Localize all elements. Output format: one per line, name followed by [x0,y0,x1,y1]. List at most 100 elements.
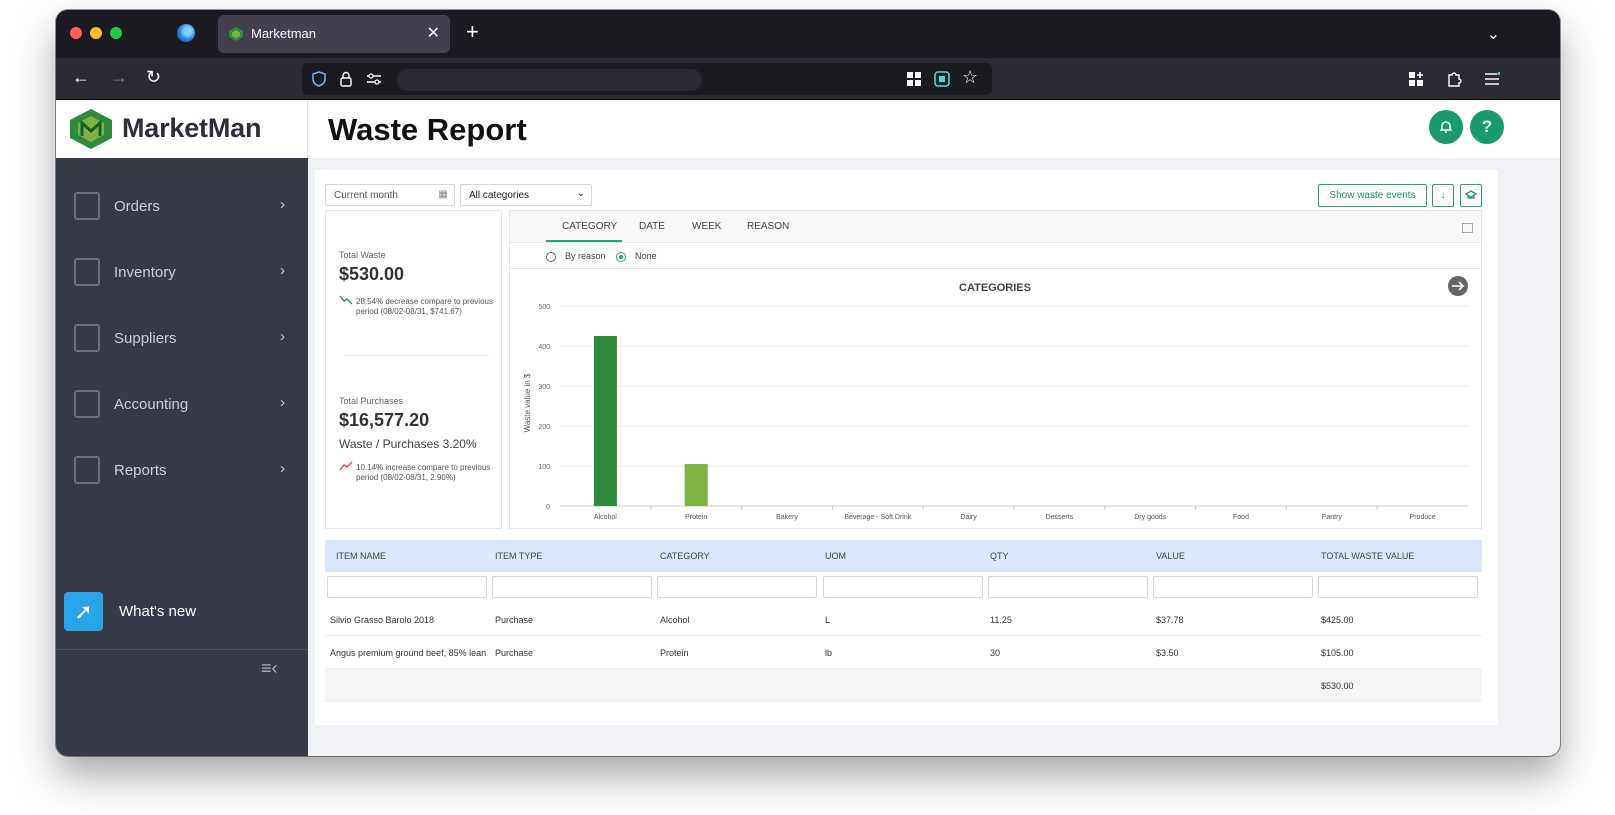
tab-title: Marketman [251,26,317,41]
cell-qty: 30 [990,648,1001,658]
sidebar-divider [56,649,308,650]
next-chart-arrow-icon[interactable] [1448,276,1468,296]
trend-down-icon [339,295,353,305]
truck-icon [74,324,100,352]
col-uom[interactable]: UOM [825,551,846,561]
col-value[interactable]: VALUE [1156,551,1185,561]
sidebar-item-reports[interactable]: Reports › [56,442,308,502]
chevron-right-icon: › [280,262,285,279]
y-tick-label: 500 [538,304,550,311]
cell-item-type: Purchase [495,615,534,625]
url-bar[interactable]: ☆ [302,63,992,95]
tab-week[interactable]: WEEK [692,221,722,232]
shield-icon[interactable] [312,71,326,87]
bar-alcohol [593,336,617,506]
minimize-window-button[interactable] [90,27,102,39]
logo-area: MarketMan [56,100,308,158]
filter-item-type-input[interactable] [492,576,652,598]
url-input[interactable] [397,69,702,91]
col-category[interactable]: CATEGORY [660,551,710,561]
download-button[interactable]: ↓ [1432,184,1454,207]
filter-category-input[interactable] [657,576,817,598]
tab-list-chevron-icon[interactable]: ⌄ [1486,26,1500,43]
browser-tab[interactable]: Marketman ✕ [218,15,450,53]
tab-date[interactable]: DATE [639,221,665,232]
filter-uom-input[interactable] [823,576,983,598]
menu-hamburger-icon[interactable] [1484,72,1500,86]
show-waste-events-button[interactable]: Show waste events [1318,184,1427,207]
table-row[interactable]: Silvio Grasso Barolo 2018 Purchase Alcoh… [325,603,1482,636]
tutorial-cap-button[interactable] [1460,184,1482,207]
lock-icon[interactable] [340,71,352,87]
sidebar-item-suppliers[interactable]: Suppliers › [56,310,308,370]
bookmark-star-icon[interactable]: ☆ [962,67,979,87]
sidebar-item-inventory[interactable]: Inventory › [56,244,308,304]
radio-none-label: None [635,251,657,261]
back-button[interactable]: ← [72,67,90,87]
grid-apps-icon[interactable] [906,71,922,87]
forward-button[interactable]: → [110,67,128,87]
reload-button[interactable]: ↻ [146,67,162,87]
y-tick-label: 400 [538,344,550,351]
x-tick-label: Dry goods [1134,514,1166,521]
chevron-right-icon: › [280,328,285,345]
collapse-sidebar-icon[interactable]: ≡‹ [261,658,278,678]
date-range-filter[interactable]: Current month ▦ [325,184,455,206]
marketman-logo-icon[interactable] [68,108,114,150]
col-item-name[interactable]: ITEM NAME [336,551,387,561]
cart-icon [74,192,100,220]
sidebar-item-label: Accounting [114,396,189,413]
logo-text[interactable]: MarketMan [122,113,262,143]
y-tick-label: 300 [538,384,550,391]
clipboard-icon [74,258,100,286]
filter-qty-input[interactable] [988,576,1148,598]
x-tick-label: Bakery [776,514,798,521]
firefox-icon[interactable] [177,24,195,42]
extensions-grid-icon[interactable] [1408,71,1424,87]
permissions-icon[interactable] [366,73,382,85]
close-window-button[interactable] [70,27,82,39]
sidebar-item-label: Reports [114,462,167,479]
maximize-window-button[interactable] [110,27,122,39]
page-header: Waste Report ? [308,100,1560,158]
help-question-icon[interactable]: ? [1470,110,1504,144]
total-waste-sum: $530.00 [1321,681,1354,691]
cell-total-waste-value: $105.00 [1321,648,1354,658]
col-qty[interactable]: QTY [990,551,1009,561]
new-tab-button[interactable]: + [466,19,479,44]
sidebar-item-accounting[interactable]: Accounting › [56,376,308,436]
chevron-right-icon: › [280,196,285,213]
tab-close-icon[interactable]: ✕ [426,25,440,42]
category-select[interactable]: All categories ⌄ [460,184,592,206]
tab-category[interactable]: CATEGORY [562,221,618,232]
radio-by-reason[interactable] [546,252,556,262]
x-tick-label: Dairy [960,514,977,521]
whats-new-button[interactable]: ➚ What's new [64,592,300,632]
table-row[interactable]: Angus premium ground beef, 85% lean Purc… [325,636,1482,669]
col-total-waste-value[interactable]: TOTAL WASTE VALUE [1321,551,1415,561]
filter-value-input[interactable] [1153,576,1313,598]
group-by-options: By reason None [510,244,1481,269]
notifications-bell-icon[interactable] [1429,110,1463,144]
radio-by-reason-label: By reason [565,251,606,261]
filter-total-input[interactable] [1318,576,1478,598]
cell-qty: 11.25 [990,615,1012,625]
waste-bar-chart: CATEGORIES Waste value in $ 0 100 200 300 40… [523,276,1468,521]
table-view-icon[interactable] [1462,223,1473,233]
puzzle-extensions-icon[interactable] [1446,70,1462,88]
radio-none[interactable] [616,252,626,262]
x-tick-label: Produce [1410,514,1436,521]
bar-protein [684,464,708,506]
graduation-cap-icon [1464,190,1478,199]
filter-item-name-input[interactable] [327,576,487,598]
sidebar-item-orders[interactable]: Orders › [56,178,308,238]
cell-item-name: Silvio Grasso Barolo 2018 [330,615,435,625]
extension-screenshot-icon[interactable] [934,71,950,87]
total-waste-label: Total Waste [339,250,386,260]
tab-reason[interactable]: REASON [747,221,790,232]
y-tick-label: 0 [546,504,550,511]
col-item-type[interactable]: ITEM TYPE [495,551,543,561]
x-tick-label: Desserts [1046,514,1074,521]
waste-purchase-ratio: Waste / Purchases 3.20% [339,437,477,451]
x-tick-label: Alcohol [594,514,617,521]
